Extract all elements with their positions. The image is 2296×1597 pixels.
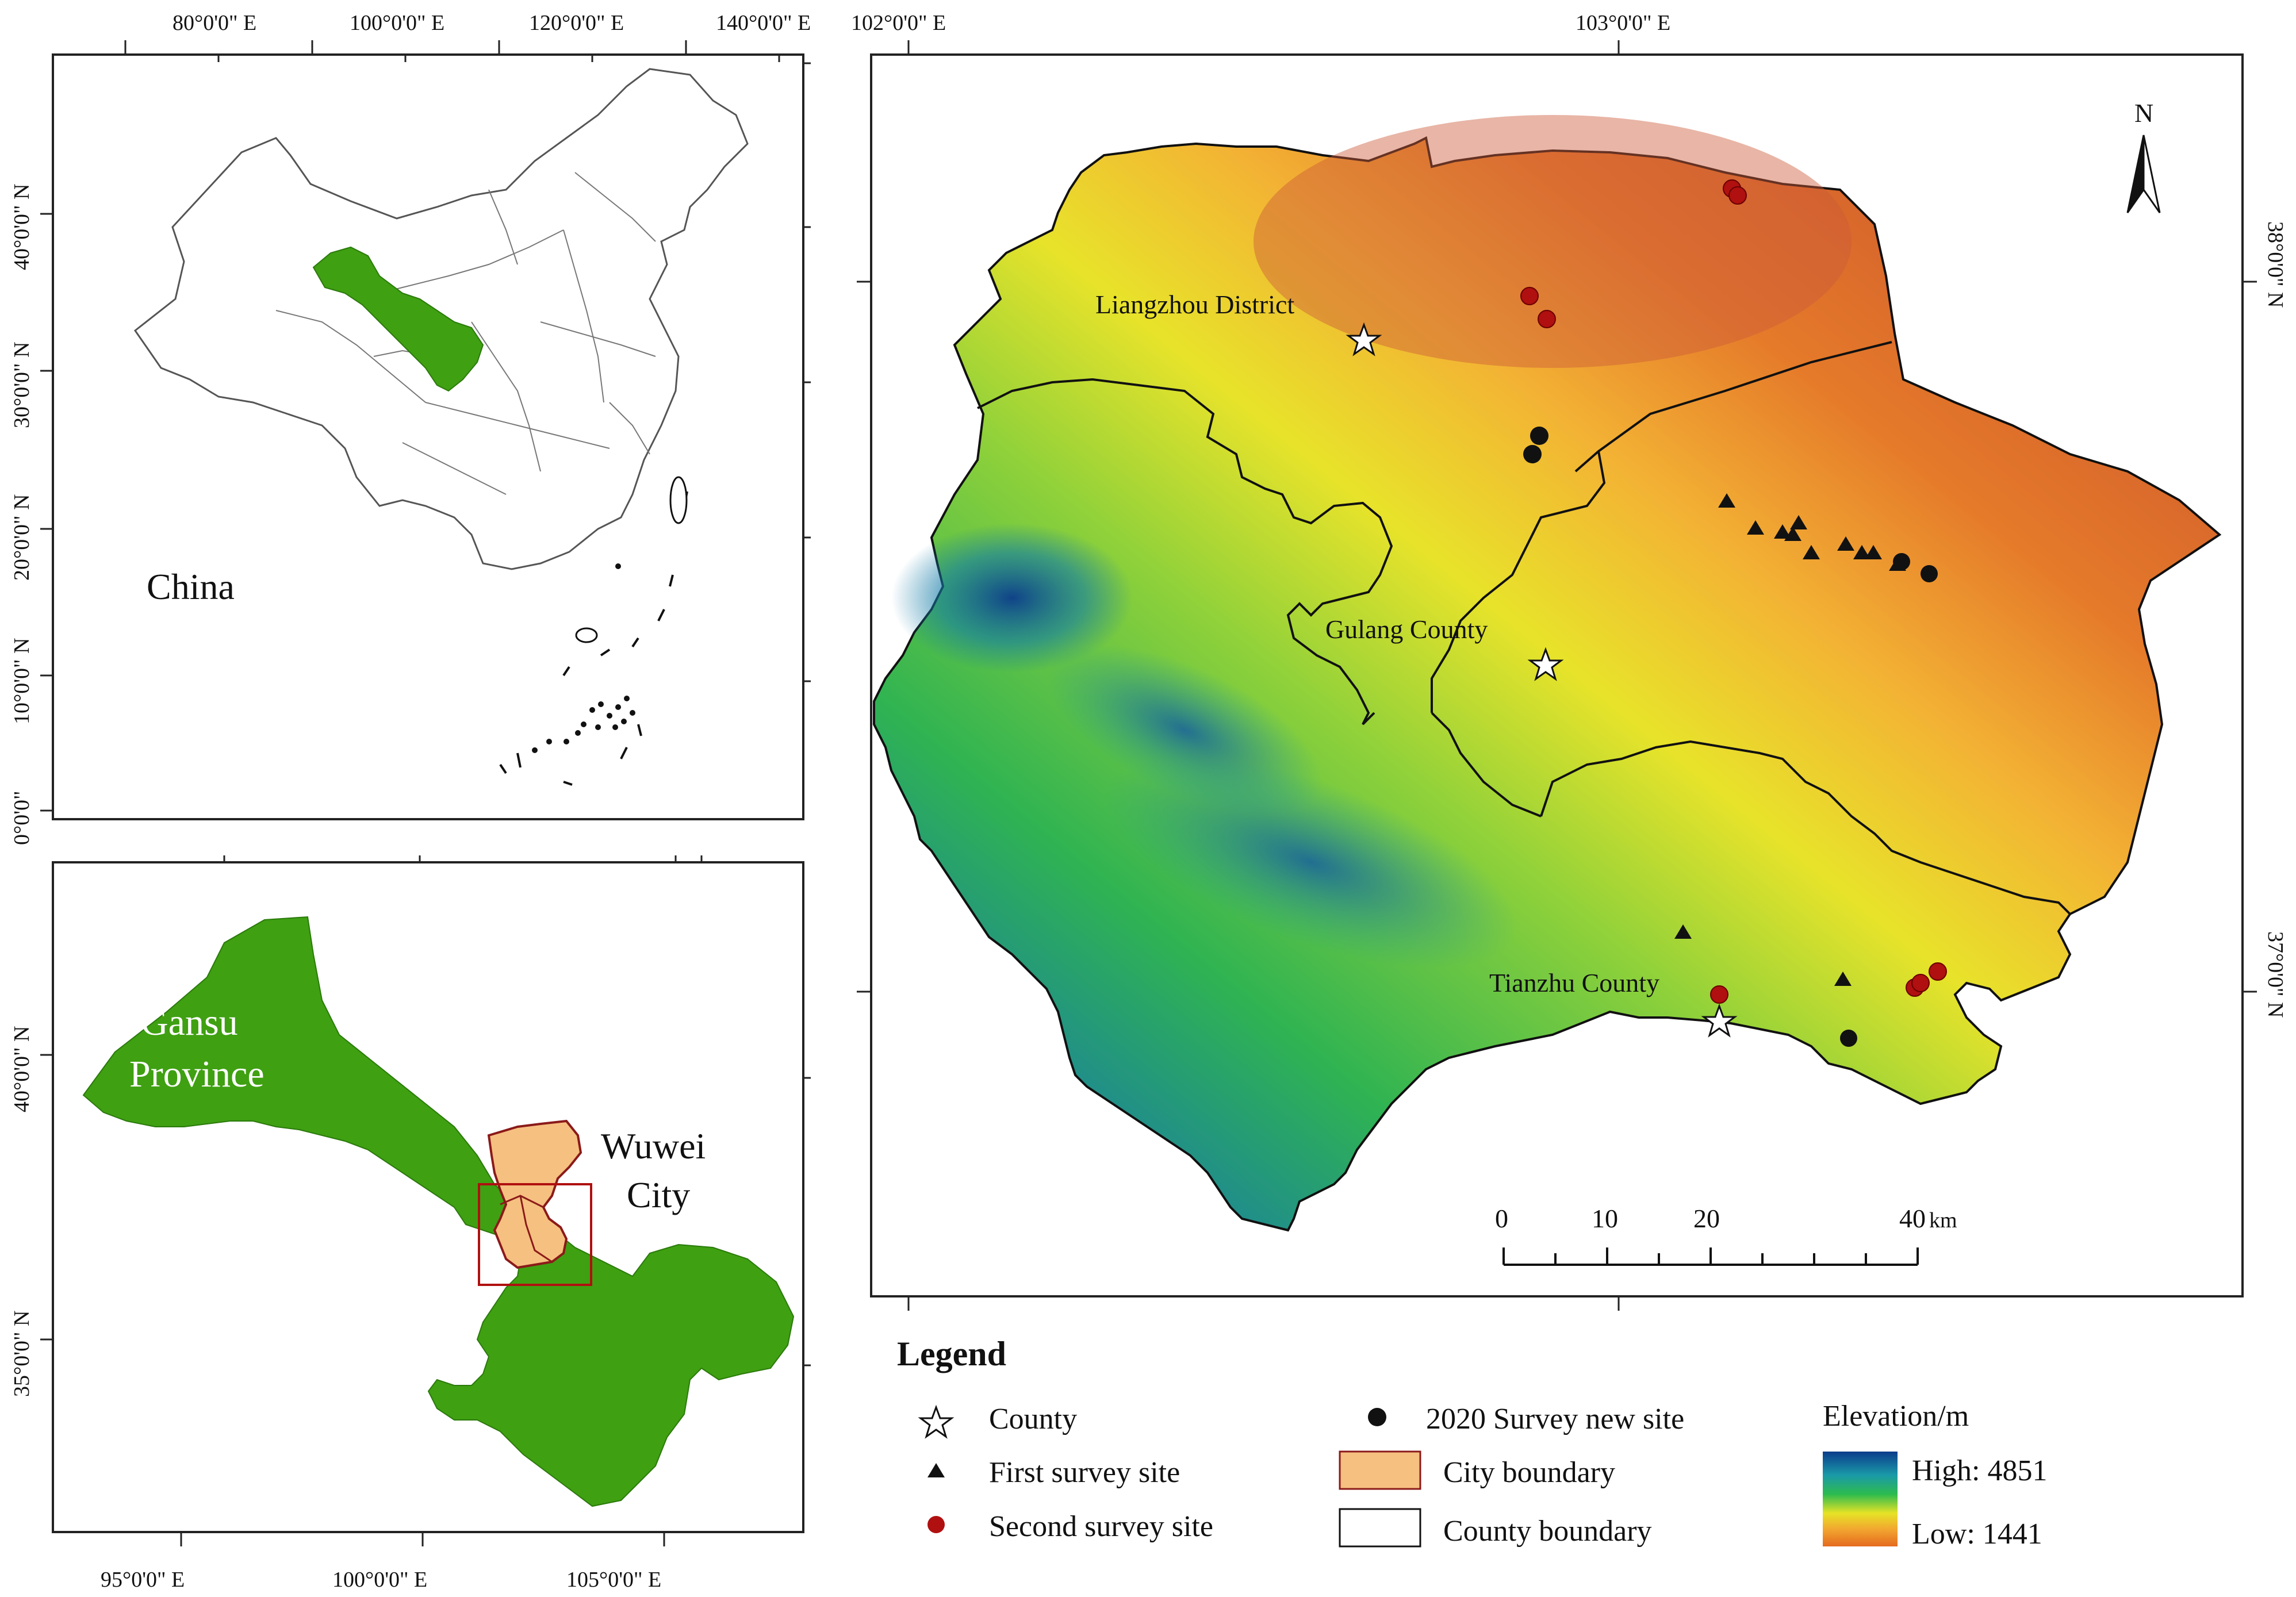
gulang-label: Gulang County bbox=[1325, 615, 1488, 644]
china-tick-120e: 120°0'0" E bbox=[529, 11, 624, 35]
main-tick-102e: 102°0'0" E bbox=[851, 11, 946, 35]
legend-elevation-low: Low: 1441 bbox=[1912, 1518, 2042, 1550]
mid-elevation-ridge bbox=[1046, 644, 1323, 816]
scale-label-0: 0 bbox=[1495, 1204, 1508, 1233]
second-survey-sites bbox=[1520, 179, 1947, 1004]
county-seat-markers bbox=[1346, 322, 1738, 1038]
tianzhu-label: Tianzhu County bbox=[1489, 968, 1659, 997]
liangzhou-minqin-boundary bbox=[1574, 341, 1892, 473]
legend-first-label: First survey site bbox=[989, 1456, 1180, 1489]
gansu-tick-40n: 40°0'0" N bbox=[10, 1026, 34, 1113]
main-map-ticks bbox=[857, 40, 2257, 1311]
gansu-province-shape bbox=[82, 916, 795, 1507]
legend-new-site-dot bbox=[1368, 1408, 1386, 1426]
legend-county-label: County bbox=[989, 1403, 1077, 1435]
scale-bar: 0 10 20 40 km bbox=[1495, 1204, 1957, 1266]
china-taiwan bbox=[669, 476, 688, 524]
china-hainan bbox=[575, 627, 598, 643]
legend-second-dot bbox=[927, 1516, 945, 1533]
legend-city-boundary-swatch bbox=[1339, 1450, 1421, 1490]
wuwei-label-1: Wuwei bbox=[601, 1126, 706, 1166]
china-tick-0: 0°0'0" bbox=[10, 790, 34, 845]
north-arrow-label: N bbox=[2134, 98, 2153, 128]
china-tick-100e: 100°0'0" E bbox=[350, 11, 444, 35]
wuwei-inner-lines bbox=[500, 1195, 553, 1263]
legend-county-boundary-swatch bbox=[1339, 1508, 1421, 1548]
china-label: China bbox=[147, 566, 235, 607]
legend-city-boundary-label: City boundary bbox=[1443, 1456, 1615, 1489]
wuwei-label-2: City bbox=[627, 1174, 690, 1215]
gansu-tick-105e: 105°0'0" E bbox=[566, 1568, 661, 1592]
gansu-tick-100e: 100°0'0" E bbox=[332, 1568, 427, 1592]
china-tick-20n: 20°0'0" N bbox=[10, 494, 34, 581]
legend: Legend County First survey site Second s… bbox=[897, 1335, 2047, 1550]
gansu-tick-95e: 95°0'0" E bbox=[101, 1568, 185, 1592]
first-survey-sites bbox=[1674, 493, 1906, 986]
gansu-label-2: Province bbox=[129, 1053, 265, 1095]
scale-unit: km bbox=[1929, 1208, 1957, 1233]
gulang-east-boundary bbox=[1431, 451, 1606, 713]
china-province-lines bbox=[275, 172, 656, 495]
legend-elevation-title: Elevation/m bbox=[1823, 1400, 1969, 1433]
legend-elevation-ramp bbox=[1823, 1452, 1898, 1546]
high-elevation-ridge bbox=[1103, 756, 1519, 969]
legend-elevation-high: High: 4851 bbox=[1912, 1454, 2047, 1487]
main-tick-38n: 38°0'0" N bbox=[2263, 221, 2287, 308]
gulang-tianzhu-boundary bbox=[1431, 712, 1542, 817]
liangzhou-gulang-boundary bbox=[977, 378, 1393, 725]
county-star-tianzhu bbox=[1701, 1003, 1738, 1038]
legend-new-site-label: 2020 Survey new site bbox=[1426, 1403, 1684, 1435]
china-gansu-highlight bbox=[312, 246, 484, 392]
main-tick-37n: 37°0'0" N bbox=[2263, 931, 2287, 1018]
legend-first-triangle bbox=[927, 1463, 945, 1477]
legend-title: Legend bbox=[897, 1335, 1006, 1373]
scale-label-20: 20 bbox=[1693, 1204, 1720, 1233]
gansu-label-1: Gansu bbox=[141, 1001, 238, 1043]
gulang-south-boundary bbox=[1540, 740, 2071, 915]
legend-county-star bbox=[918, 1404, 955, 1439]
china-inset-panel: China 80°0'0" E 100°0'0" E 120°0'0" E 14… bbox=[10, 11, 811, 845]
china-tick-140e: 140°0'0" E bbox=[716, 11, 811, 35]
wuwei-extent-box bbox=[478, 1183, 592, 1286]
gansu-tick-35n: 35°0'0" N bbox=[10, 1311, 34, 1398]
scale-label-40: 40 bbox=[1899, 1204, 1926, 1233]
china-tick-30n: 30°0'0" N bbox=[10, 342, 34, 429]
china-tick-10n: 10°0'0" N bbox=[10, 638, 34, 725]
gansu-panel-frame bbox=[52, 861, 804, 1533]
high-elevation-core bbox=[891, 523, 1133, 673]
scale-label-10: 10 bbox=[1592, 1204, 1618, 1233]
china-ticks bbox=[40, 40, 811, 812]
legend-second-label: Second survey site bbox=[989, 1510, 1213, 1543]
china-tick-80e: 80°0'0" E bbox=[173, 11, 256, 35]
county-boundaries bbox=[977, 341, 2071, 915]
county-star-liangzhou bbox=[1346, 322, 1382, 356]
county-star-gulang bbox=[1527, 647, 1564, 681]
main-tick-103e: 103°0'0" E bbox=[1576, 11, 1670, 35]
china-tick-40n: 40°0'0" N bbox=[10, 184, 34, 271]
gansu-inset-panel: Gansu Province Wuwei City 95°0'0" E 100°… bbox=[10, 855, 811, 1592]
main-map-panel: Liangzhou District Gulang County Tianzhu… bbox=[851, 11, 2287, 1311]
desert-plain bbox=[1254, 115, 1852, 368]
gansu-ticks bbox=[40, 855, 811, 1546]
north-arrow: N bbox=[2126, 98, 2161, 213]
legend-county-boundary-label: County boundary bbox=[1443, 1515, 1652, 1548]
liangzhou-label: Liangzhou District bbox=[1095, 290, 1294, 319]
wuwei-city-shape bbox=[487, 1119, 582, 1269]
